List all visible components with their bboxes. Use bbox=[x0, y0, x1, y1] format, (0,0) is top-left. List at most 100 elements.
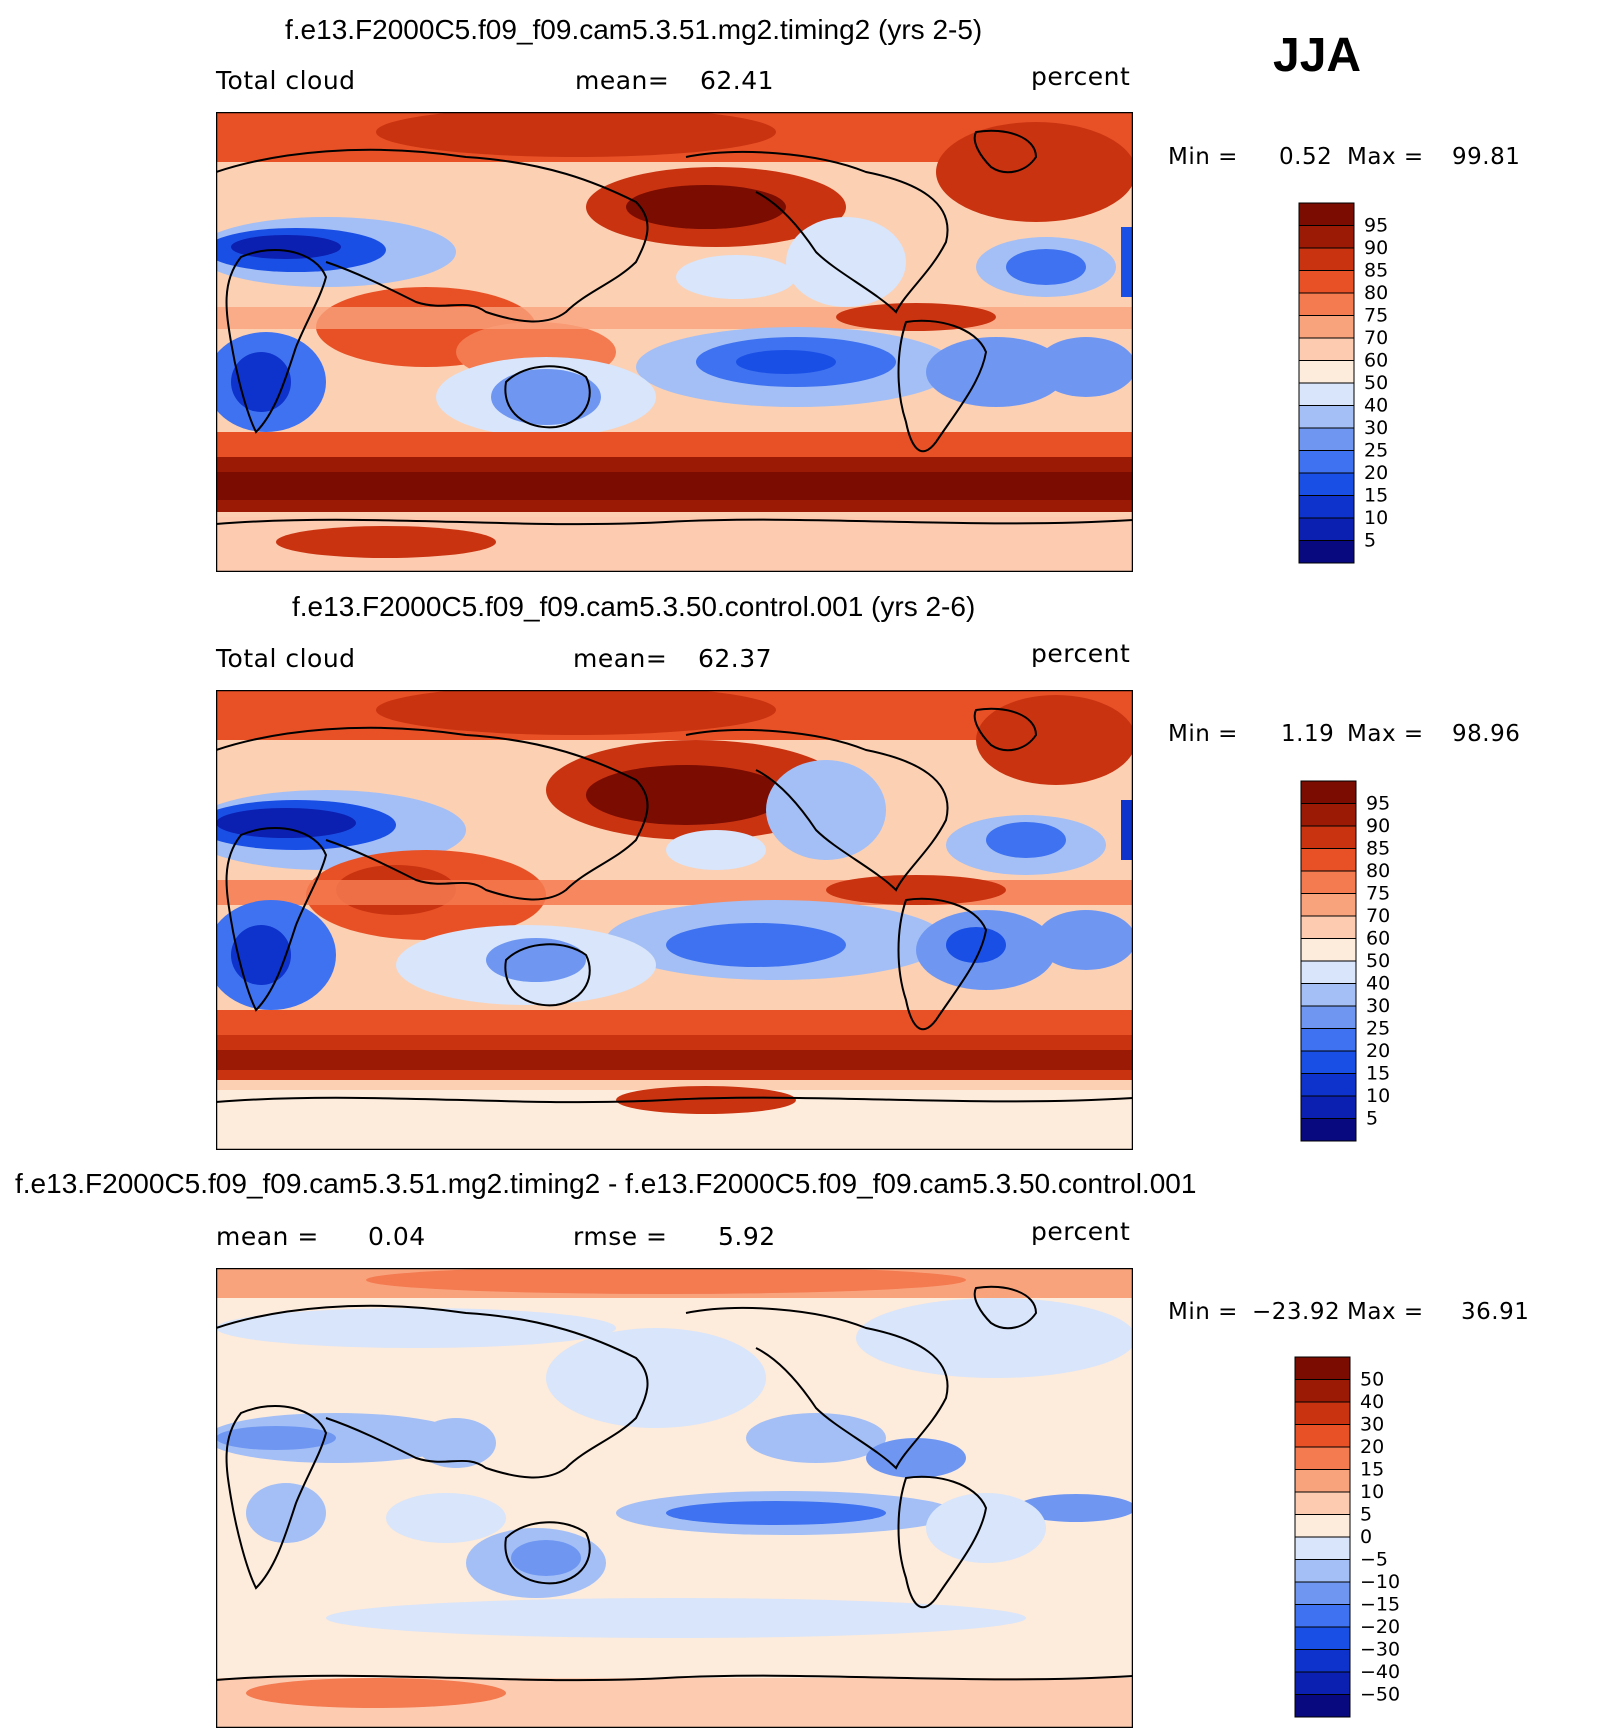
panel1-min-label: Min = bbox=[1168, 144, 1238, 170]
southern-ocean-negative bbox=[326, 1598, 1026, 1638]
colorbar-box bbox=[1294, 1626, 1351, 1650]
colorbar-box bbox=[1298, 315, 1355, 339]
panel3-min-value: −23.92 bbox=[1252, 1299, 1341, 1325]
colorbar-label: 40 bbox=[1360, 1391, 1384, 1413]
panel1-mean-label: mean= bbox=[575, 66, 670, 95]
colorbar-box bbox=[1294, 1491, 1351, 1515]
colorbar-box bbox=[1298, 405, 1355, 429]
southern-ocean-max bbox=[216, 472, 1133, 500]
tropical-atlantic-negative bbox=[1016, 1494, 1133, 1522]
eurasia-coastline bbox=[216, 1304, 649, 1479]
colorbar-label: 10 bbox=[1366, 1085, 1390, 1107]
colorbar-label: −20 bbox=[1360, 1616, 1400, 1638]
colorbar-label: 5 bbox=[1366, 1108, 1378, 1130]
colorbar-box bbox=[1298, 472, 1355, 496]
colorbar-box bbox=[1298, 360, 1355, 384]
colorbar-label: 75 bbox=[1366, 883, 1390, 905]
north-atlantic-high-cloud bbox=[976, 695, 1133, 785]
north-america-low bbox=[766, 760, 886, 860]
colorbar-label: −5 bbox=[1360, 1549, 1388, 1571]
colorbar-label: 5 bbox=[1360, 1504, 1372, 1526]
colorbar-label: −15 bbox=[1360, 1594, 1400, 1616]
greenland-coastline bbox=[973, 129, 1038, 174]
colorbar-label: 85 bbox=[1364, 260, 1388, 282]
indian-ocean-negative bbox=[386, 1493, 506, 1543]
panel3-max-value: 36.91 bbox=[1461, 1299, 1530, 1325]
colorbar-box bbox=[1300, 870, 1357, 894]
colorbar-box bbox=[1294, 1649, 1351, 1673]
panel2-mean-label: mean= bbox=[573, 644, 668, 673]
colorbar-label: 0 bbox=[1360, 1526, 1372, 1548]
colorbar-box bbox=[1298, 427, 1355, 451]
colorbar-label: 70 bbox=[1366, 905, 1390, 927]
north-pacific-negative bbox=[546, 1328, 766, 1428]
arctic-positive-max bbox=[366, 1268, 966, 1294]
panel2-title: f.e13.F2000C5.f09_f09.cam5.3.50.control.… bbox=[292, 591, 976, 622]
colorbar-label: 15 bbox=[1366, 1063, 1390, 1085]
colorbar-box bbox=[1300, 1028, 1357, 1052]
tropical-pacific-negative-core bbox=[666, 1501, 886, 1525]
colorbar-box bbox=[1298, 450, 1355, 474]
colorbar-label: 20 bbox=[1366, 1040, 1390, 1062]
southern-africa-min bbox=[231, 352, 291, 412]
australia-coastline bbox=[504, 365, 591, 429]
colorbar-box bbox=[1294, 1469, 1351, 1493]
panel2-mean-value: 62.37 bbox=[698, 644, 773, 673]
colorbar-label: 50 bbox=[1364, 372, 1388, 394]
antarctica-coastline bbox=[216, 518, 1133, 526]
colorbar-box bbox=[1294, 1671, 1351, 1695]
colorbar-box bbox=[1294, 1446, 1351, 1470]
colorbar-box bbox=[1294, 1401, 1351, 1425]
panel3-title: f.e13.F2000C5.f09_f09.cam5.3.51.mg2.timi… bbox=[15, 1168, 1197, 1199]
india-negative bbox=[416, 1418, 496, 1468]
north-pacific-max bbox=[626, 185, 786, 229]
atlantic-edge-low bbox=[1121, 800, 1133, 860]
southeast-pacific-core bbox=[666, 923, 846, 967]
antarctic-cloud-patch bbox=[616, 1086, 796, 1114]
colorbar-label: 30 bbox=[1360, 1414, 1384, 1436]
north-atlantic-negative bbox=[856, 1298, 1133, 1378]
south-america-coastline bbox=[897, 897, 988, 1031]
sahara-min bbox=[231, 235, 341, 259]
colorbar-label: 70 bbox=[1364, 327, 1388, 349]
colorbar-label: 40 bbox=[1364, 395, 1388, 417]
panel1-variable: Total cloud bbox=[216, 66, 356, 95]
coastlines bbox=[216, 707, 1133, 1104]
panel3-mean-value: 0.04 bbox=[368, 1222, 426, 1251]
colorbar-box bbox=[1298, 292, 1355, 316]
antarctica-coastline bbox=[216, 1674, 1133, 1682]
arctic-high-cloud bbox=[376, 112, 776, 157]
antarctic-positive-max bbox=[246, 1678, 506, 1708]
colorbar-label: −50 bbox=[1360, 1684, 1400, 1706]
colorbar-box bbox=[1300, 915, 1357, 939]
south-atlantic-low bbox=[1036, 910, 1133, 970]
colorbar-box bbox=[1300, 938, 1357, 962]
colorbar-box bbox=[1300, 960, 1357, 984]
north-pacific-max bbox=[586, 765, 786, 825]
colorbar-box bbox=[1298, 337, 1355, 361]
colorbar-label: 15 bbox=[1360, 1459, 1384, 1481]
panel3-units: percent bbox=[1031, 1217, 1131, 1246]
south-america-coastline bbox=[897, 319, 988, 453]
colorbar-box bbox=[1298, 225, 1355, 249]
africa-coastline bbox=[225, 1405, 328, 1590]
panel1-mean-value: 62.41 bbox=[700, 66, 775, 95]
sahel-negative bbox=[216, 1413, 466, 1463]
central-america-negative bbox=[866, 1438, 966, 1478]
panel2-min-value: 1.19 bbox=[1281, 721, 1335, 747]
antarctic-cloud-patch bbox=[276, 526, 496, 558]
subtropical-atlantic-core bbox=[986, 822, 1066, 858]
africa-coastline bbox=[225, 827, 328, 1012]
colorbar-label: −30 bbox=[1360, 1639, 1400, 1661]
panel3-min-label: Min = bbox=[1168, 1299, 1238, 1325]
colorbar-label: 20 bbox=[1364, 462, 1388, 484]
season-label: JJA bbox=[1273, 29, 1362, 82]
southern-africa-min bbox=[231, 925, 291, 985]
colorbar-label: 60 bbox=[1366, 928, 1390, 950]
colorbar-label: 95 bbox=[1366, 793, 1390, 815]
panel3-rmse-value: 5.92 bbox=[718, 1222, 776, 1251]
antarctica-coastline bbox=[216, 1096, 1133, 1104]
colorbar-box bbox=[1298, 495, 1355, 519]
